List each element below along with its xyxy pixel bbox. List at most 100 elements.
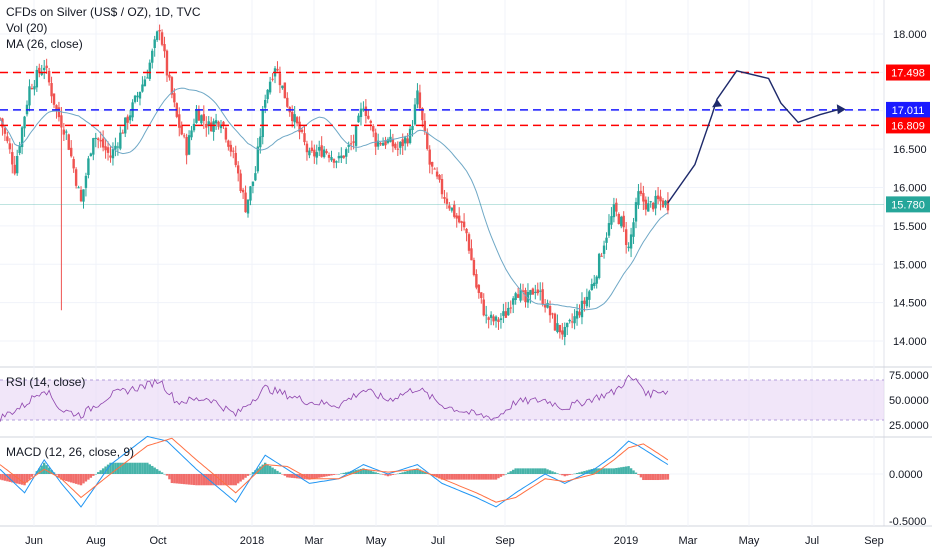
price-label-text: 17.498: [891, 68, 925, 80]
candle-body: [349, 143, 353, 145]
macd-histogram-bar: [578, 472, 581, 474]
macd-histogram-bar: [141, 462, 144, 474]
macd-histogram-bar: [583, 470, 586, 474]
macd-histogram-bar: [268, 465, 272, 474]
candle-body: [467, 234, 471, 251]
macd-histogram-bar: [318, 474, 321, 478]
candle-body: [593, 282, 596, 286]
macd-histogram-bar: [644, 474, 648, 481]
candle-body: [345, 149, 348, 157]
candle-body: [661, 200, 665, 208]
macd-histogram-bar: [227, 474, 230, 486]
candle-body: [337, 155, 341, 159]
price-tick-label: 18.000: [893, 29, 927, 41]
candle-body: [443, 197, 446, 199]
macd-histogram-bar: [504, 474, 508, 475]
macd-histogram-bar: [185, 474, 188, 485]
symbol-title[interactable]: CFDs on Silver (US$ / OZ), 1D, TVC: [6, 5, 201, 19]
macd-histogram-bar: [453, 474, 456, 480]
macd-histogram-bar: [259, 466, 262, 474]
candle-body: [126, 116, 129, 123]
macd-legend[interactable]: MACD (12, 26, close, 9): [6, 445, 135, 459]
candle-body: [133, 95, 137, 102]
candle-body: [386, 139, 390, 143]
macd-histogram-bar: [182, 474, 186, 485]
candle-body: [632, 222, 635, 237]
candle-body: [551, 313, 554, 315]
macd-histogram-bar: [62, 474, 66, 481]
volume-legend[interactable]: Vol (20): [6, 21, 48, 35]
macd-histogram-bar: [575, 472, 579, 474]
candle-body: [67, 134, 70, 150]
macd-histogram-bar: [187, 474, 191, 485]
candle-body: [190, 130, 193, 138]
macd-histogram-bar: [94, 474, 97, 475]
macd-histogram-bar: [374, 472, 377, 474]
macd-histogram-bar: [89, 474, 93, 478]
time-tick-label: Mar: [305, 535, 324, 547]
macd-histogram-bar: [25, 474, 29, 483]
candle-body: [374, 132, 377, 147]
macd-histogram-bar: [403, 471, 407, 474]
macd-histogram-bar: [386, 474, 390, 477]
macd-histogram-bar: [30, 474, 34, 477]
macd-histogram-bar: [561, 474, 564, 476]
macd-histogram-bar: [470, 474, 473, 480]
macd-histogram-bar: [563, 474, 566, 477]
macd-histogram-bar: [190, 474, 193, 485]
macd-histogram-bar: [472, 474, 476, 480]
macd-histogram-bar: [610, 468, 613, 474]
macd-histogram-bar: [229, 474, 233, 486]
macd-histogram-bar: [300, 474, 304, 479]
price-label-box: [886, 196, 930, 213]
main-legend: CFDs on Silver (US$ / OZ), 1D, TVC Vol (…: [6, 4, 200, 52]
candle-body: [212, 121, 215, 133]
macd-histogram-bar: [47, 467, 51, 474]
macd-histogram-bar: [352, 470, 355, 474]
candle-body: [116, 146, 120, 148]
ma-legend[interactable]: MA (26, close): [6, 37, 83, 51]
macd-histogram-bar: [214, 474, 218, 486]
candle-body: [539, 290, 542, 292]
rsi-tick-label: 25.0000: [889, 420, 929, 432]
candle-body: [160, 32, 164, 45]
macd-histogram-bar: [359, 468, 363, 474]
candle-body: [357, 115, 360, 123]
candle-body: [209, 122, 213, 132]
macd-histogram-bar: [462, 474, 466, 480]
candle-body: [637, 191, 640, 206]
macd-histogram-bar: [104, 466, 107, 474]
macd-histogram-bar: [291, 474, 294, 478]
moving-average-line: [0, 87, 669, 311]
macd-histogram-bar: [45, 465, 48, 474]
macd-tick-label: -0.5000: [889, 516, 926, 528]
macd-histogram-bar: [543, 468, 547, 474]
macd-histogram-bar: [394, 474, 397, 475]
macd-histogram-bar: [433, 474, 436, 477]
macd-histogram-bar: [492, 474, 495, 480]
candle-body: [97, 138, 100, 140]
price-label-box: [886, 64, 930, 81]
macd-histogram-bar: [239, 474, 242, 482]
macd-histogram-bar: [654, 474, 657, 481]
candle-body: [50, 83, 53, 97]
rsi-legend[interactable]: RSI (14, close): [6, 375, 86, 389]
macd-histogram-bar: [556, 473, 559, 474]
candle-body: [487, 317, 490, 320]
macd-histogram-bar: [413, 469, 417, 474]
macd-histogram-bar: [509, 471, 512, 474]
macd-histogram-bar: [477, 474, 481, 480]
macd-histogram-bar: [507, 472, 510, 474]
candle-body: [168, 74, 171, 78]
macd-histogram-bar: [502, 474, 505, 476]
candle-body: [588, 291, 591, 300]
candle-body: [362, 108, 365, 111]
macd-histogram-bar: [337, 474, 341, 475]
macd-histogram-bar: [482, 474, 485, 480]
macd-histogram-bar: [173, 474, 176, 484]
candle-body: [327, 155, 331, 158]
macd-histogram-bar: [175, 474, 178, 484]
candle-body: [251, 181, 255, 187]
macd-histogram-bar: [79, 474, 83, 486]
